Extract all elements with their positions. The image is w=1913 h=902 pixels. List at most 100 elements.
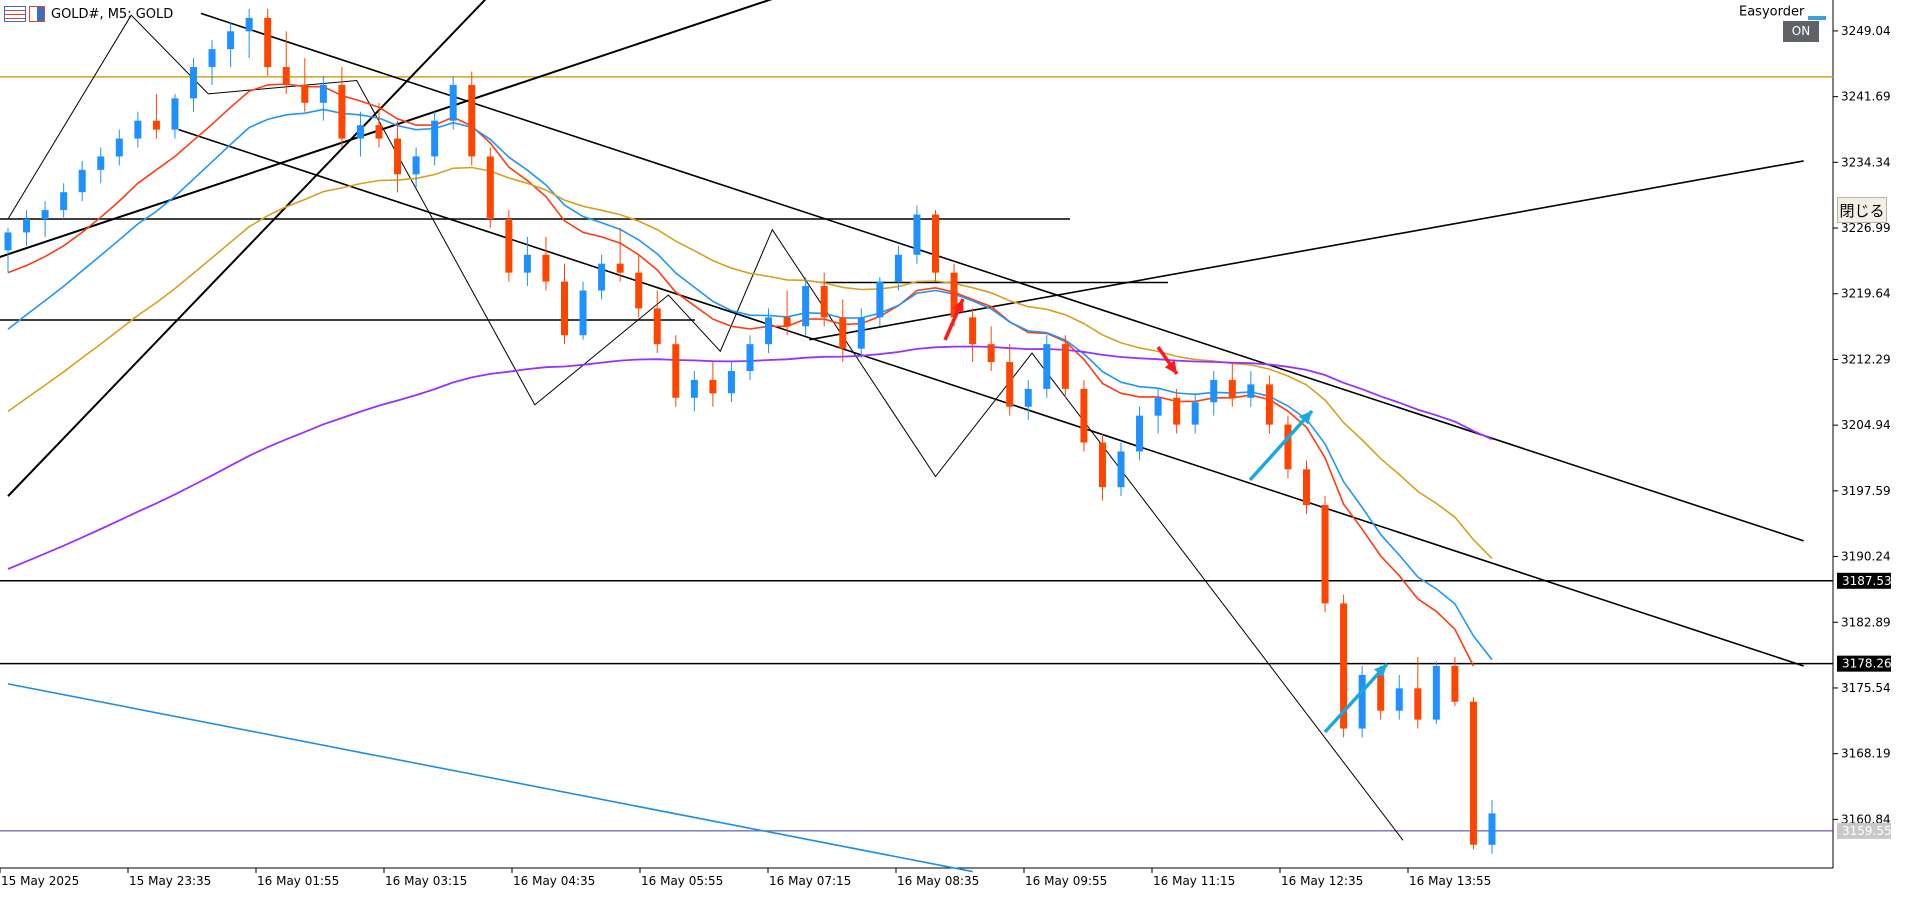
time-tick-label: 16 May 05:55 bbox=[641, 874, 723, 888]
candle-body bbox=[1303, 469, 1310, 506]
candle-body bbox=[1488, 813, 1496, 845]
candle-body bbox=[115, 138, 123, 157]
candle-body bbox=[468, 84, 476, 157]
candle-body bbox=[301, 84, 309, 103]
candle-body bbox=[1098, 442, 1106, 488]
candle-body bbox=[653, 308, 661, 345]
candle-body bbox=[1210, 379, 1218, 403]
candle-body bbox=[802, 286, 810, 327]
candle-body bbox=[431, 120, 439, 157]
candle-body bbox=[486, 156, 494, 220]
candle-body bbox=[1321, 505, 1329, 604]
candle-body bbox=[394, 138, 402, 175]
candle-body bbox=[1358, 674, 1366, 729]
candle-body bbox=[171, 98, 179, 130]
ema-fast-line bbox=[7, 83, 1475, 667]
candle-body bbox=[727, 370, 735, 394]
chart-type-icon[interactable] bbox=[29, 6, 45, 22]
candle-body bbox=[561, 281, 568, 336]
candle-body bbox=[78, 169, 86, 193]
chart-menu-icon[interactable] bbox=[4, 6, 26, 22]
price-tick-label: 3160.84 bbox=[1841, 812, 1891, 826]
price-tick-label: 3204.94 bbox=[1841, 418, 1891, 432]
price-tick-label: 3168.19 bbox=[1841, 747, 1891, 761]
candle-body bbox=[1006, 362, 1014, 407]
symbol-title: GOLD#, M5: GOLD bbox=[51, 6, 174, 22]
candle-body bbox=[857, 317, 865, 349]
candle-body bbox=[820, 286, 828, 318]
time-tick-label: 16 May 11:15 bbox=[1153, 874, 1235, 888]
candle-body bbox=[987, 344, 995, 363]
candle-body bbox=[783, 317, 791, 327]
trend-line bbox=[809, 160, 1804, 341]
price-tick-label: 3226.99 bbox=[1841, 221, 1891, 235]
time-tick-label: 16 May 08:35 bbox=[897, 874, 979, 888]
candle-body bbox=[913, 214, 921, 255]
candle-body bbox=[542, 254, 550, 282]
candle-body bbox=[338, 84, 346, 139]
candle-body bbox=[579, 290, 587, 336]
candle-body bbox=[1043, 344, 1051, 389]
candle-body bbox=[319, 84, 327, 103]
price-tick-label: 3190.24 bbox=[1841, 550, 1891, 564]
time-tick-label: 16 May 07:15 bbox=[769, 874, 851, 888]
annotation-arrow-head bbox=[1374, 664, 1387, 678]
chart-header: GOLD#, M5: GOLD bbox=[0, 4, 173, 24]
price-tag-box bbox=[1837, 572, 1891, 589]
candle-body bbox=[208, 49, 216, 68]
time-tick-label: 15 May 23:35 bbox=[129, 874, 211, 888]
easyorder-panel[interactable]: Easyorder bbox=[1739, 4, 1827, 20]
candle-body bbox=[1340, 603, 1348, 729]
candle-body bbox=[1061, 344, 1069, 389]
candle-body bbox=[1414, 688, 1422, 720]
candle-body bbox=[505, 219, 513, 273]
price-tag-label: 3178.26 bbox=[1842, 657, 1892, 671]
candle-body bbox=[1136, 415, 1144, 452]
close-button[interactable]: 閉じる bbox=[1837, 197, 1887, 223]
candle-body bbox=[356, 125, 364, 139]
candle-body bbox=[97, 156, 105, 170]
candle-body bbox=[616, 263, 624, 273]
time-tick-label: 16 May 12:35 bbox=[1281, 874, 1363, 888]
candle-body bbox=[1080, 388, 1088, 443]
candle-body bbox=[746, 344, 754, 371]
candle-body bbox=[1191, 402, 1199, 425]
price-tag-label: 3187.53 bbox=[1842, 574, 1892, 588]
time-tick-label: 16 May 13:55 bbox=[1409, 874, 1491, 888]
candle-body bbox=[1228, 379, 1236, 398]
annotation-arrow bbox=[1323, 662, 1389, 734]
price-tag-label: 3159.55 bbox=[1842, 824, 1892, 838]
candle-body bbox=[1024, 388, 1032, 407]
candle-body bbox=[412, 156, 420, 175]
candle-body bbox=[1395, 688, 1403, 711]
candle-body bbox=[282, 67, 290, 85]
candle-body bbox=[23, 219, 31, 233]
price-tick-label: 3219.64 bbox=[1841, 287, 1891, 301]
trend-line bbox=[7, 683, 973, 873]
graduation-cap-icon bbox=[1808, 4, 1827, 20]
trend-line bbox=[7, 0, 487, 497]
time-tick-label: 16 May 01:55 bbox=[257, 874, 339, 888]
candle-body bbox=[152, 120, 160, 130]
price-tag-box bbox=[1837, 655, 1891, 672]
candle-body bbox=[1469, 701, 1477, 845]
candle-body bbox=[876, 281, 884, 318]
candle-body bbox=[1154, 397, 1162, 416]
zigzag-line bbox=[7, 14, 1404, 841]
trend-line bbox=[178, 128, 1804, 667]
candle-body bbox=[60, 192, 68, 211]
candle-body bbox=[1247, 384, 1255, 398]
price-tick-label: 3241.69 bbox=[1841, 90, 1891, 104]
candle-body bbox=[134, 120, 142, 139]
trend-line bbox=[0, 0, 773, 259]
on-button[interactable]: ON bbox=[1783, 21, 1819, 42]
candle-body bbox=[672, 344, 680, 398]
ema-slow-line bbox=[7, 166, 1493, 560]
easyorder-label: Easyorder bbox=[1739, 4, 1805, 20]
annotation-arrow-head bbox=[1299, 411, 1312, 425]
price-tick-label: 3182.89 bbox=[1841, 615, 1891, 629]
candle-body bbox=[1265, 384, 1273, 425]
candle-body bbox=[765, 317, 773, 345]
